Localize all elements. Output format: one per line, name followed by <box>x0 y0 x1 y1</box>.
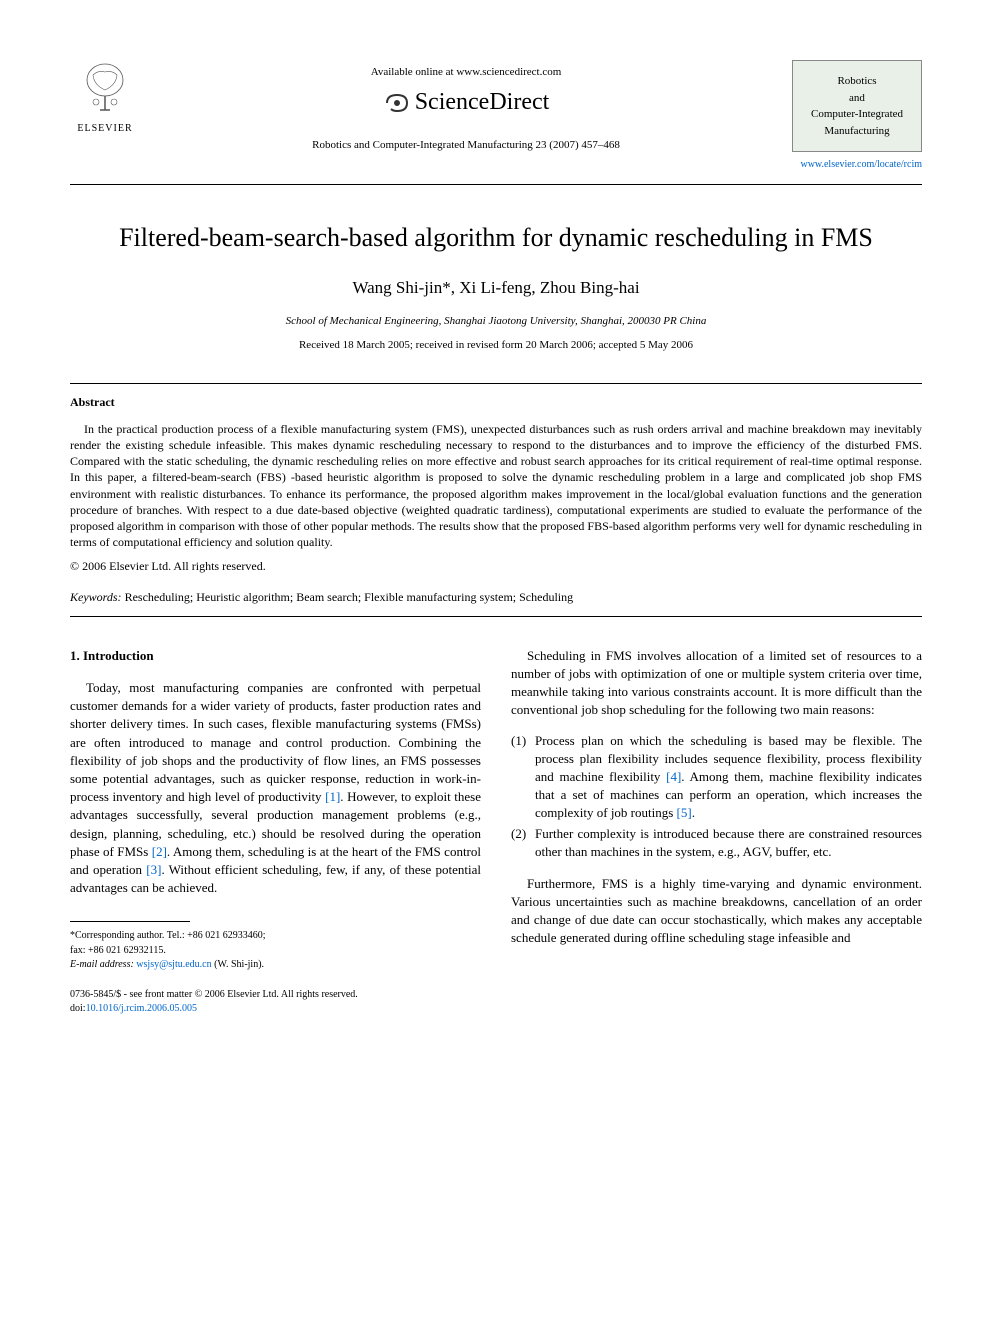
keywords: Keywords: Rescheduling; Heuristic algori… <box>70 589 922 606</box>
list-item-1: (1) Process plan on which the scheduling… <box>511 732 922 823</box>
journal-name-4: Manufacturing <box>799 123 915 140</box>
footnote-divider <box>70 921 190 922</box>
center-header: Available online at www.sciencedirect.co… <box>140 60 792 153</box>
citation-4[interactable]: [4] <box>666 769 681 784</box>
email-name: (W. Shi-jin). <box>214 959 264 970</box>
list-number-1: (1) <box>511 732 535 823</box>
abstract-heading: Abstract <box>70 394 922 411</box>
sciencedirect-icon <box>383 89 411 117</box>
email-line: E-mail address: wsjsy@sjtu.edu.cn (W. Sh… <box>70 958 481 972</box>
citation-5[interactable]: [5] <box>677 805 692 820</box>
abstract-top-divider <box>70 383 922 384</box>
intro-paragraph-2: Scheduling in FMS involves allocation of… <box>511 647 922 720</box>
citation-3[interactable]: [3] <box>146 862 161 877</box>
header-row: ELSEVIER Available online at www.science… <box>70 60 922 172</box>
two-column-body: 1. Introduction Today, most manufacturin… <box>70 647 922 972</box>
journal-name-2: and <box>799 90 915 107</box>
copyright-text: © 2006 Elsevier Ltd. All rights reserved… <box>70 558 922 575</box>
keywords-text: Rescheduling; Heuristic algorithm; Beam … <box>122 590 574 604</box>
article-title: Filtered-beam-search-based algorithm for… <box>70 220 922 256</box>
sciencedirect-logo: ScienceDirect <box>383 86 550 120</box>
authors: Wang Shi-jin*, Xi Li-feng, Zhou Bing-hai <box>70 276 922 300</box>
journal-url[interactable]: www.elsevier.com/locate/rcim <box>792 158 922 172</box>
abstract-bottom-divider <box>70 616 922 617</box>
header-divider <box>70 184 922 185</box>
doi-link[interactable]: 10.1016/j.rcim.2006.05.005 <box>86 1003 197 1014</box>
keywords-label: Keywords: <box>70 590 122 604</box>
list-item-2: (2) Further complexity is introduced bec… <box>511 825 922 861</box>
fax-line: fax: +86 021 62932115. <box>70 944 481 958</box>
issn-line: 0736-5845/$ - see front matter © 2006 El… <box>70 988 922 1002</box>
journal-name-3: Computer-Integrated <box>799 106 915 123</box>
abstract-body: In the practical production process of a… <box>70 422 922 549</box>
bottom-info: 0736-5845/$ - see front matter © 2006 El… <box>70 988 922 1016</box>
elsevier-tree-icon <box>78 60 133 115</box>
list-text-2: Further complexity is introduced because… <box>535 825 922 861</box>
right-column: Scheduling in FMS involves allocation of… <box>511 647 922 972</box>
abstract-text: In the practical production process of a… <box>70 421 922 551</box>
intro-paragraph-3: Furthermore, FMS is a highly time-varyin… <box>511 875 922 948</box>
email-label: E-mail address: <box>70 959 134 970</box>
journal-box: Robotics and Computer-Integrated Manufac… <box>792 60 922 152</box>
list-number-2: (2) <box>511 825 535 861</box>
elsevier-label: ELSEVIER <box>70 122 140 136</box>
journal-name-1: Robotics <box>799 73 915 90</box>
email-link[interactable]: wsjsy@sjtu.edu.cn <box>136 959 211 970</box>
journal-box-container: Robotics and Computer-Integrated Manufac… <box>792 60 922 172</box>
doi-line: doi:10.1016/j.rcim.2006.05.005 <box>70 1002 922 1016</box>
intro-paragraph-1: Today, most manufacturing companies are … <box>70 679 481 897</box>
elsevier-logo: ELSEVIER <box>70 60 140 136</box>
left-column: 1. Introduction Today, most manufacturin… <box>70 647 481 972</box>
citation-2[interactable]: [2] <box>152 844 167 859</box>
section-1-title: 1. Introduction <box>70 647 481 665</box>
footnote-block: *Corresponding author. Tel.: +86 021 629… <box>70 928 481 971</box>
corresponding-author: *Corresponding author. Tel.: +86 021 629… <box>70 928 481 943</box>
citation-1[interactable]: [1] <box>325 789 340 804</box>
sciencedirect-text: ScienceDirect <box>415 86 550 120</box>
article-dates: Received 18 March 2005; received in revi… <box>70 338 922 353</box>
list-text-1: Process plan on which the scheduling is … <box>535 732 922 823</box>
affiliation: School of Mechanical Engineering, Shangh… <box>70 314 922 329</box>
journal-reference: Robotics and Computer-Integrated Manufac… <box>140 138 792 153</box>
available-online-text: Available online at www.sciencedirect.co… <box>140 65 792 80</box>
